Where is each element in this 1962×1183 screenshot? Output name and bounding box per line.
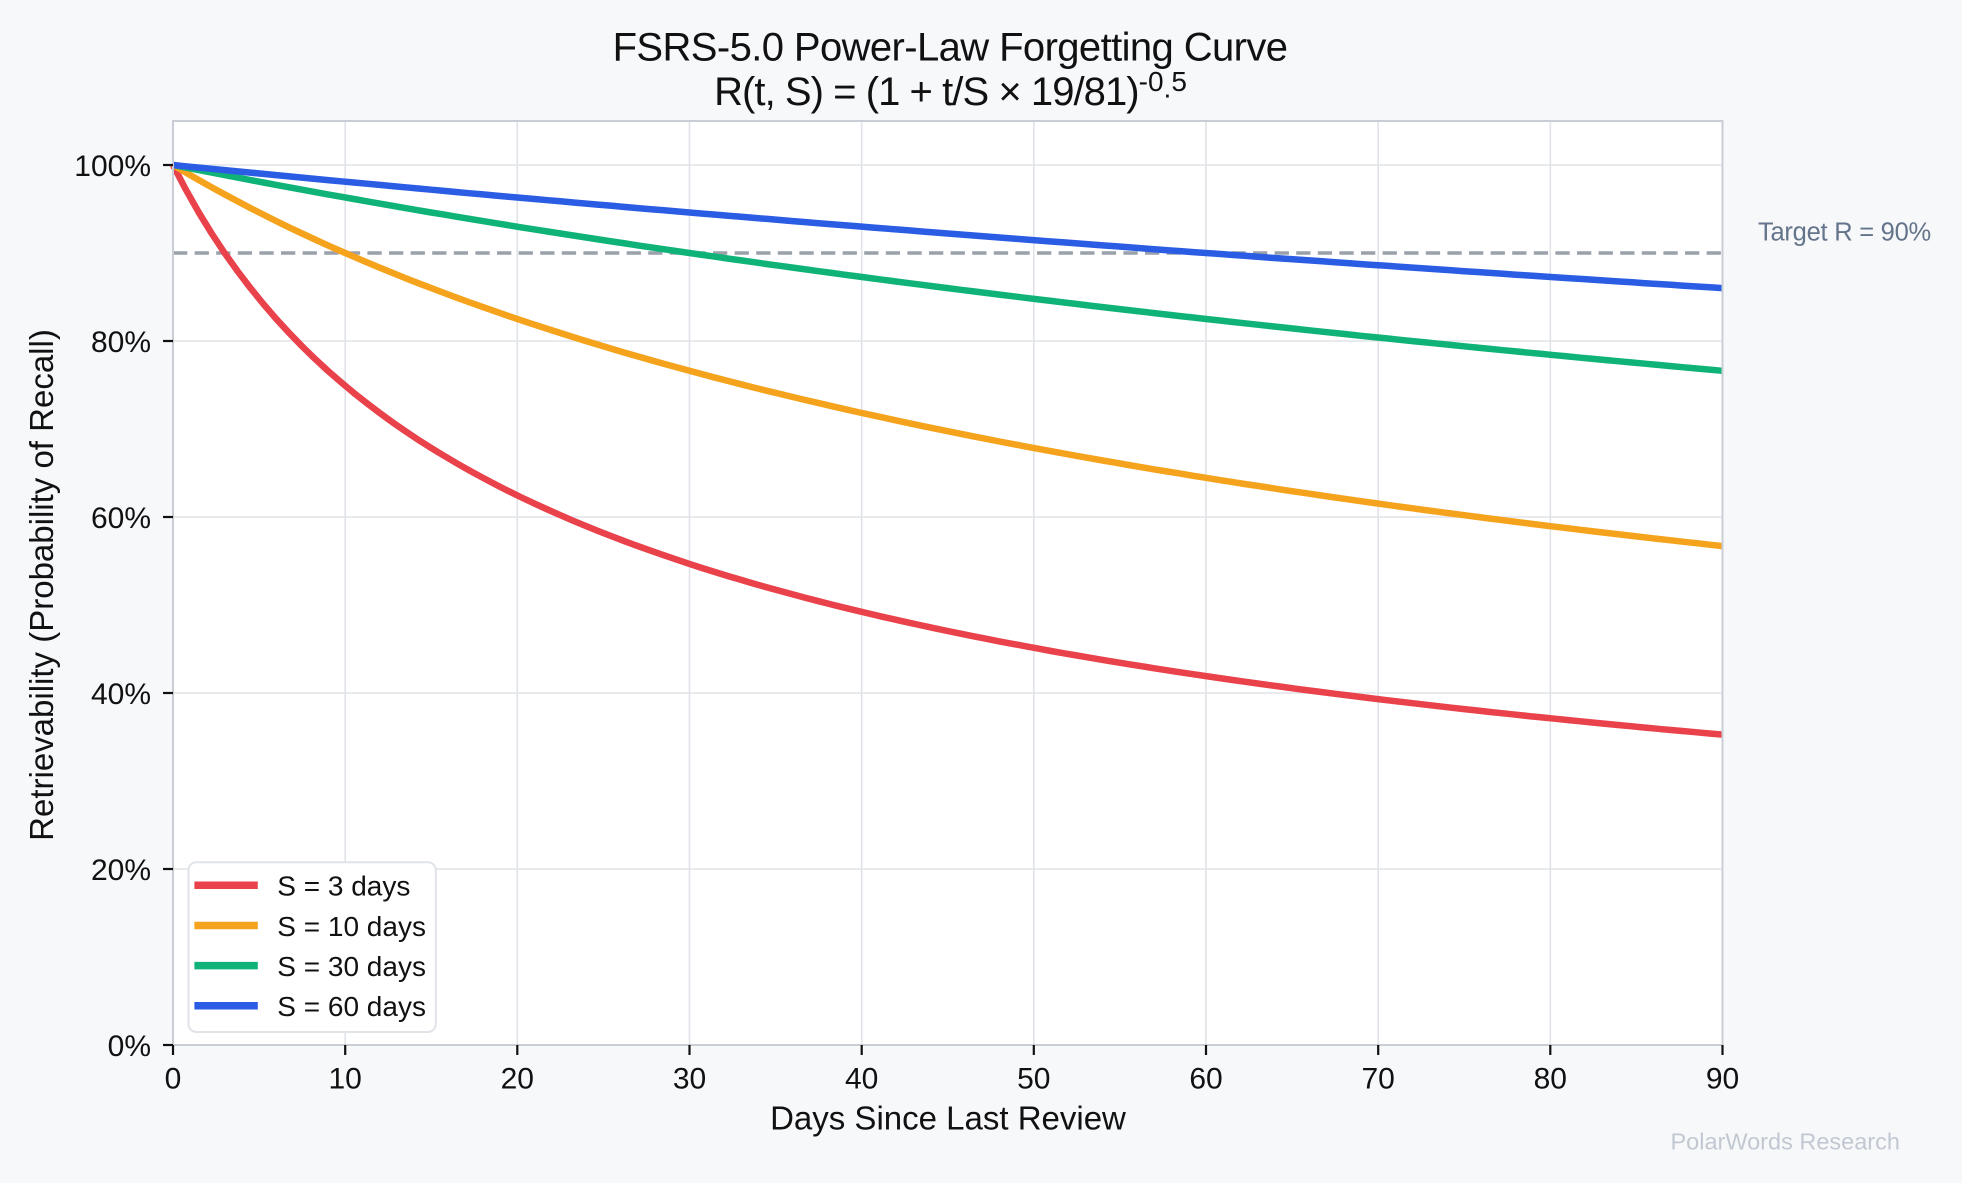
svg-text:Target R = 90%: Target R = 90% bbox=[1758, 218, 1931, 246]
svg-text:S = 30 days: S = 30 days bbox=[277, 951, 426, 982]
svg-text:S = 10 days: S = 10 days bbox=[277, 911, 426, 942]
svg-text:20: 20 bbox=[501, 1063, 534, 1096]
svg-text:Retrievability (Probability of: Retrievability (Probability of Recall) bbox=[23, 329, 60, 841]
svg-text:R(t, S) = (1 + t/S × 19/81)-0.: R(t, S) = (1 + t/S × 19/81)-0.5 bbox=[714, 66, 1187, 114]
svg-text:S = 3 days: S = 3 days bbox=[277, 871, 410, 902]
svg-text:40%: 40% bbox=[91, 678, 151, 711]
svg-text:90: 90 bbox=[1706, 1063, 1739, 1096]
svg-text:0%: 0% bbox=[108, 1030, 151, 1063]
svg-text:40: 40 bbox=[845, 1063, 878, 1096]
svg-text:0: 0 bbox=[165, 1063, 182, 1096]
svg-text:80%: 80% bbox=[91, 326, 151, 359]
svg-text:S = 60 days: S = 60 days bbox=[277, 991, 426, 1022]
svg-text:30: 30 bbox=[673, 1063, 706, 1096]
svg-text:60%: 60% bbox=[91, 502, 151, 535]
svg-text:10: 10 bbox=[329, 1063, 362, 1096]
svg-text:Days Since Last Review: Days Since Last Review bbox=[770, 1099, 1126, 1136]
svg-text:80: 80 bbox=[1534, 1063, 1567, 1096]
svg-text:60: 60 bbox=[1189, 1063, 1222, 1096]
svg-text:50: 50 bbox=[1017, 1063, 1050, 1096]
svg-text:20%: 20% bbox=[91, 854, 151, 887]
svg-text:PolarWords Research: PolarWords Research bbox=[1671, 1129, 1900, 1155]
svg-text:FSRS-5.0 Power-Law Forgetting: FSRS-5.0 Power-Law Forgetting Curve bbox=[613, 25, 1288, 69]
svg-text:70: 70 bbox=[1362, 1063, 1395, 1096]
svg-text:100%: 100% bbox=[74, 150, 151, 183]
